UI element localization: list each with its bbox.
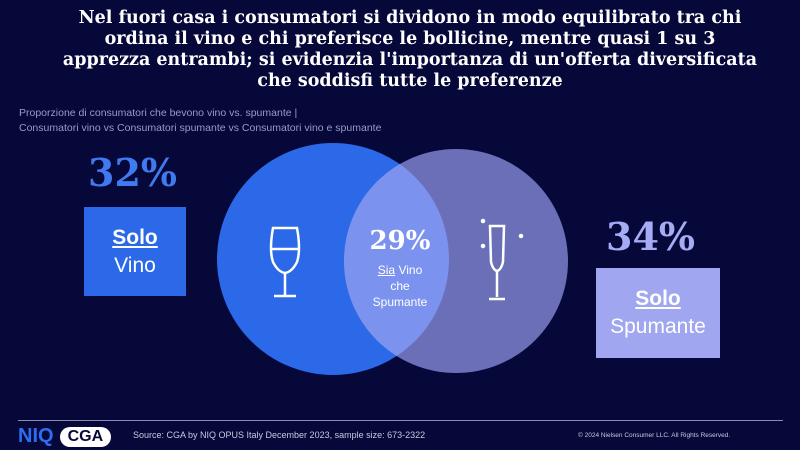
overlap-label-3: Spumante (345, 294, 455, 310)
cga-logo: CGA (60, 427, 112, 447)
wine-only-percent: 32% (88, 150, 177, 195)
footer-divider (18, 420, 783, 421)
source-note: Source: CGA by NIQ OPUS Italy December 2… (133, 430, 425, 440)
overlap-percent: 29% (345, 226, 455, 256)
copyright: © 2024 Nielsen Consumer LLC. All Rights … (578, 432, 730, 439)
overlap-label-1: Vino (398, 263, 422, 277)
wine-only-label: Vino (114, 252, 156, 280)
wine-only-label-bold: Solo (112, 224, 158, 252)
sparkling-only-percent: 34% (606, 214, 695, 259)
overlap-label: 29% Sia Vino che Spumante (345, 226, 455, 310)
sparkling-only-box: Solo Spumante (596, 268, 720, 358)
overlap-label-2: che (345, 278, 455, 294)
niq-logo: NIQ (18, 425, 54, 448)
sparkling-only-label-bold: Solo (635, 285, 681, 313)
sparkling-only-label: Spumante (610, 313, 706, 341)
overlap-label-bold: Sia (378, 263, 395, 277)
wine-only-box: Solo Vino (84, 207, 186, 296)
logo: NIQ CGA (18, 425, 111, 448)
